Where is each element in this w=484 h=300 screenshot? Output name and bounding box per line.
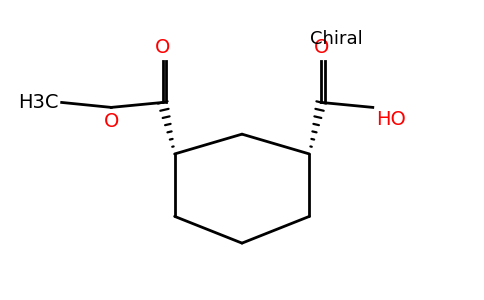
Text: O: O bbox=[104, 112, 119, 131]
Text: HO: HO bbox=[376, 110, 406, 129]
Text: O: O bbox=[155, 38, 170, 57]
Text: H3C: H3C bbox=[18, 93, 59, 112]
Text: O: O bbox=[314, 38, 329, 57]
Text: Chiral: Chiral bbox=[310, 30, 363, 48]
